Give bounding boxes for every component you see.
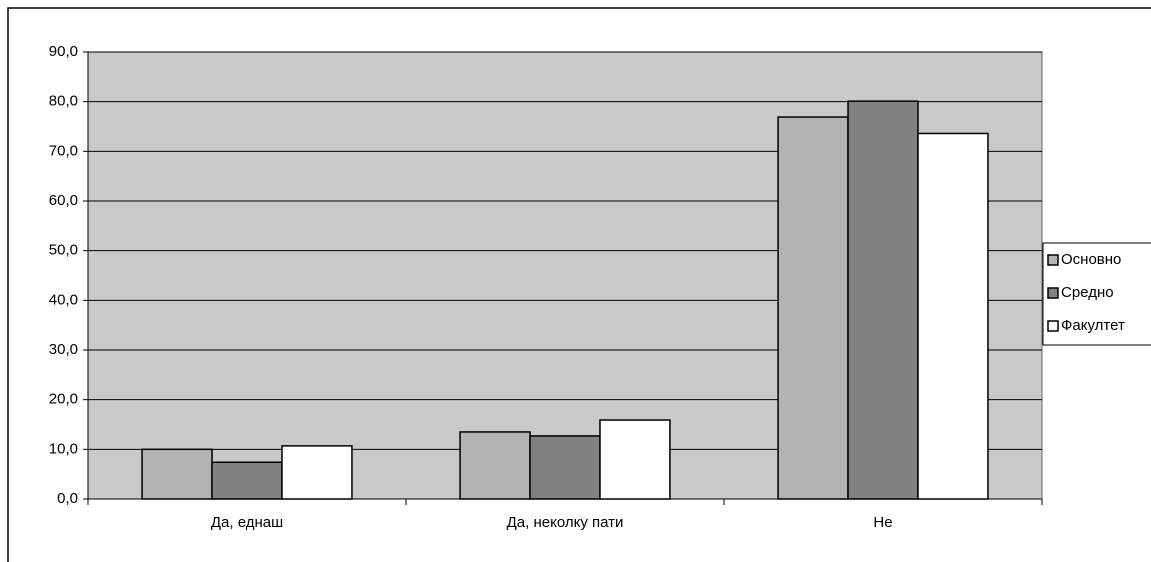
- legend-box: [1042, 242, 1151, 346]
- legend-swatch: [1047, 320, 1059, 332]
- bar: [459, 431, 531, 500]
- bar: [599, 419, 671, 500]
- y-tick-label: 10,0: [49, 440, 78, 457]
- y-tick-label: 50,0: [49, 242, 78, 259]
- y-tick-label: 0,0: [57, 490, 78, 507]
- bar: [847, 100, 919, 500]
- legend-label: Основно: [1061, 251, 1121, 268]
- legend-label: Средно: [1061, 284, 1114, 301]
- bar: [529, 435, 601, 500]
- legend-swatch: [1047, 254, 1059, 266]
- x-tick-label: Да, неколку пати: [507, 514, 624, 531]
- x-tick-label: Не: [873, 514, 892, 531]
- bar: [917, 132, 989, 500]
- y-tick-label: 80,0: [49, 93, 78, 110]
- legend-label: Факултет: [1061, 317, 1125, 334]
- bar: [141, 448, 213, 500]
- y-tick-label: 70,0: [49, 142, 78, 159]
- bar: [211, 461, 283, 500]
- bar: [281, 445, 353, 500]
- bar: [777, 116, 849, 500]
- y-tick-label: 40,0: [49, 291, 78, 308]
- y-tick-label: 90,0: [49, 43, 78, 60]
- x-tick-label: Да, еднаш: [211, 514, 283, 531]
- y-tick-label: 60,0: [49, 192, 78, 209]
- legend-swatch: [1047, 287, 1059, 299]
- y-tick-label: 20,0: [49, 391, 78, 408]
- y-tick-label: 30,0: [49, 341, 78, 358]
